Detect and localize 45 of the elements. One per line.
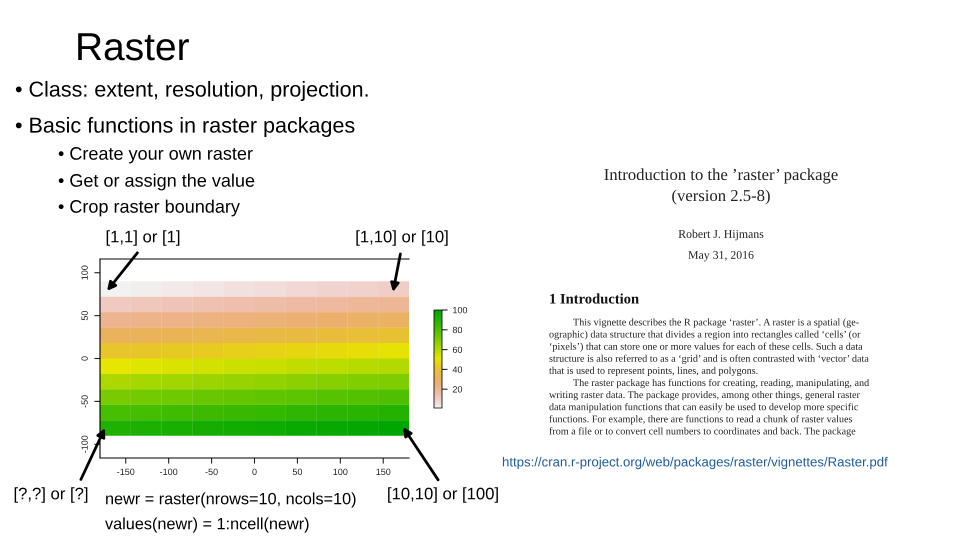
- text: This vignette describes the R package ‘raster’. A raster is a spatial (ge-: [573, 318, 859, 328]
- text: The raster package has functions for creating, reading, manipulating, and: [573, 378, 870, 388]
- text: • Create your own raster: [58, 147, 253, 164]
- y-tick-label: 100: [81, 266, 88, 280]
- color-bar-label: 20: [452, 386, 462, 393]
- text: May 31, 2016: [688, 250, 754, 262]
- x-tick-label: 100: [333, 468, 348, 476]
- y-tick-label: 50: [81, 310, 88, 320]
- text: values(newr) = 1:ncell(newr): [105, 517, 309, 533]
- text: https://cran.r-project.org/web/packages/raster/vignettes/Raster.pdf: [502, 456, 888, 470]
- text: (version 2.5-8): [672, 189, 770, 205]
- chart-title: Raster: [78, 33, 189, 60]
- text: Robert J. Hijmans: [678, 230, 764, 240]
- color-bar-label: 40: [452, 366, 462, 373]
- y-tick-label: -50: [81, 395, 88, 408]
- x-tick-label: 50: [292, 468, 302, 476]
- text: [10,10] or [100]: [388, 487, 498, 503]
- y-tick-label: -100: [81, 436, 88, 453]
- text: newr = raster(nrows=10, ncols=10): [106, 492, 356, 508]
- text: [1,1] or [1]: [106, 230, 180, 246]
- x-tick-label: -150: [117, 468, 134, 476]
- text: data manipulation functions that can easily be used to develop more specific: [549, 403, 858, 412]
- text: functions. For example, there are functions to read a chunk of raster values: [549, 415, 852, 424]
- text: • Crop raster boundary: [58, 200, 240, 216]
- text: • Get or assign the value: [58, 174, 254, 190]
- text: • Basic functions in raster packages: [16, 116, 354, 138]
- x-tick-label: -50: [205, 468, 218, 476]
- x-tick-label: 150: [376, 468, 390, 476]
- x-tick-label: -100: [160, 468, 178, 476]
- text: that is used to represent points, lines, and polygons.: [549, 366, 758, 376]
- text: [?,?] or [?]: [14, 487, 88, 503]
- color-bar-label: 60: [452, 346, 462, 353]
- text: ographic) data structure that divides a region into rectangles called ‘cells’ (or: [549, 330, 860, 340]
- y-tick-label: 0: [81, 356, 88, 361]
- text: writing raster data. The package provides, among other things, general raster: [549, 390, 860, 400]
- text: • Class: extent, resolution, projection.: [16, 80, 368, 102]
- color-bar-label: 80: [452, 326, 462, 334]
- text: from a file or to convert cell numbers to coordinates and back. The package: [549, 427, 856, 437]
- x-tick-label: 0: [252, 468, 257, 476]
- text: ‘pixels’) that can store one or more values for each of these cells. Such a data: [550, 342, 862, 352]
- text: [1,10] or [10]: [356, 230, 448, 246]
- color-bar-label: 100: [453, 306, 468, 314]
- text: structure is also referred to as a ‘grid’ and is often contrasted with ‘vector’ data: [549, 354, 869, 364]
- text: 1 Introduction: [550, 293, 639, 304]
- text: Introduction to the ’raster’ package: [604, 168, 838, 184]
